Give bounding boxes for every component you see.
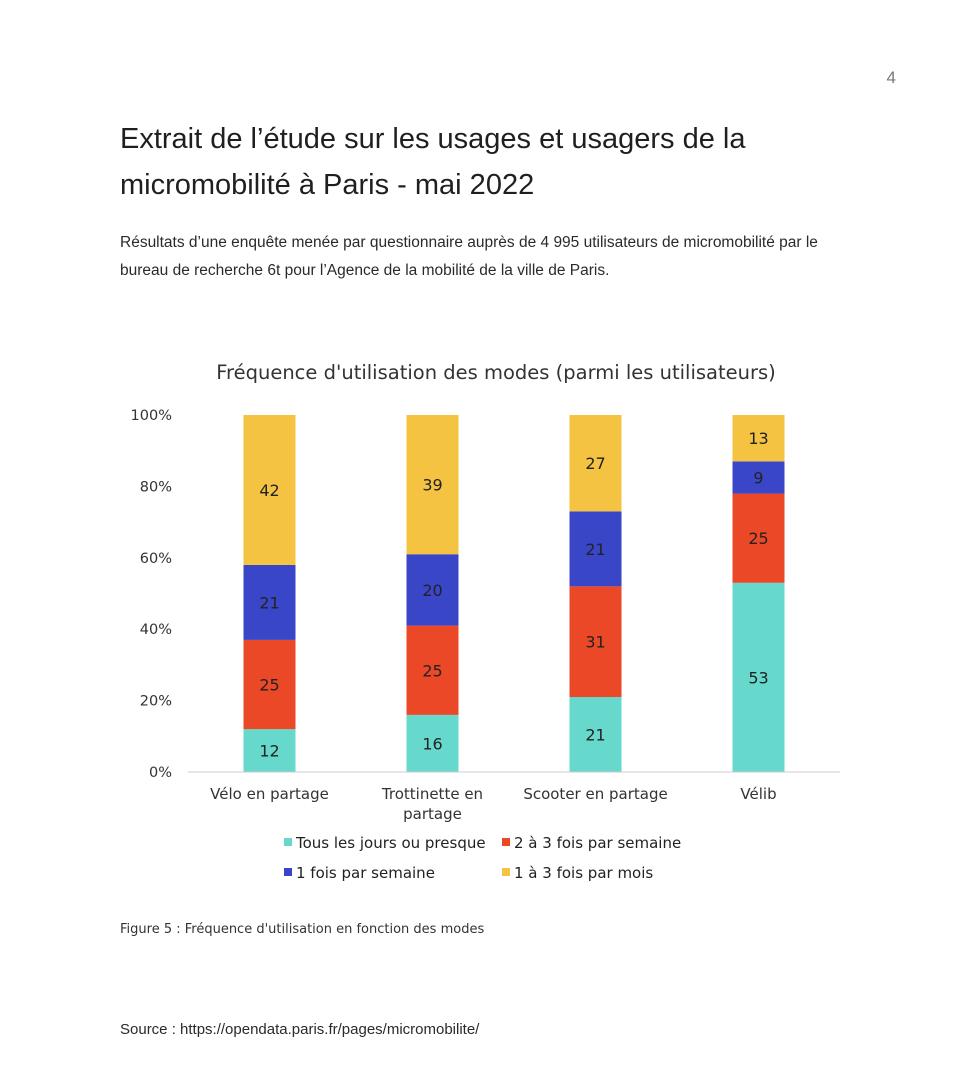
data-label: 27 [585,454,605,473]
legend-label: Tous les jours ou presque [295,834,486,852]
x-tick-label: Trottinette en partage [381,785,483,823]
data-label: 9 [753,468,763,487]
bar-segment [569,586,622,698]
y-tick-label: 20% [140,694,172,710]
bar-segment [732,415,785,462]
legend-swatch [502,838,510,846]
x-tick-label: Scooter en partage [523,785,667,803]
legend-item: 2 à 3 fois par semaine [502,834,681,852]
bar-segment [243,415,296,565]
bar-segment [732,582,785,772]
document-title: Extrait de l’étude sur les usages et usa… [120,123,746,201]
bar-segment [732,461,785,494]
document-intro: Résultats d’une enquête menée par questi… [120,234,818,279]
y-tick-label: 60% [140,551,172,567]
bar-segment [569,415,622,512]
figure-caption: Figure 5 : Fréquence d'utilisation en fo… [120,922,485,937]
y-tick-label: 40% [140,622,172,638]
data-label: 25 [259,676,279,695]
x-tick-label: Vélib [740,785,776,803]
bar-segment [406,415,459,555]
legend-swatch [284,868,292,876]
y-tick-label: 80% [140,479,172,495]
legend-item: 1 fois par semaine [284,864,435,882]
data-label: 25 [422,661,442,680]
bar-segment [243,564,296,640]
stacked-bar-chart: Fréquence d'utilisation des modes (parmi… [131,361,840,882]
data-label: 13 [748,429,768,448]
legend-item: 1 à 3 fois par mois [502,864,653,882]
chart-title: Fréquence d'utilisation des modes (parmi… [216,361,776,384]
legend-swatch [502,868,510,876]
data-label: 25 [748,529,768,548]
data-label: 31 [585,633,605,652]
x-tick-label: Vélo en partage [210,785,329,803]
bar-segment [569,511,622,587]
bar-segment [569,697,622,772]
data-label: 20 [422,581,442,600]
data-label: 21 [585,540,605,559]
legend-label: 2 à 3 fois par semaine [514,834,681,852]
legend-label: 1 à 3 fois par mois [514,864,653,882]
source-note: Source : https://opendata.paris.fr/pages… [120,1021,480,1038]
data-label: 39 [422,476,442,495]
bar-segment [732,493,785,583]
page-number: 4 [886,68,896,87]
bar-segment [406,554,459,626]
legend-label: 1 fois par semaine [296,864,435,882]
data-label: 21 [259,593,279,612]
bar-segment [243,729,296,772]
legend-swatch [284,838,292,846]
bar-segment [243,639,296,730]
y-tick-label: 0% [149,765,172,781]
bar-segment [406,714,459,772]
data-label: 16 [422,734,442,753]
legend-item: Tous les jours ou presque [284,834,486,852]
data-label: 21 [585,726,605,745]
y-tick-label: 100% [131,408,172,424]
data-label: 42 [259,481,279,500]
data-label: 12 [259,742,279,761]
bar-segment [406,625,459,715]
data-label: 53 [748,668,768,687]
